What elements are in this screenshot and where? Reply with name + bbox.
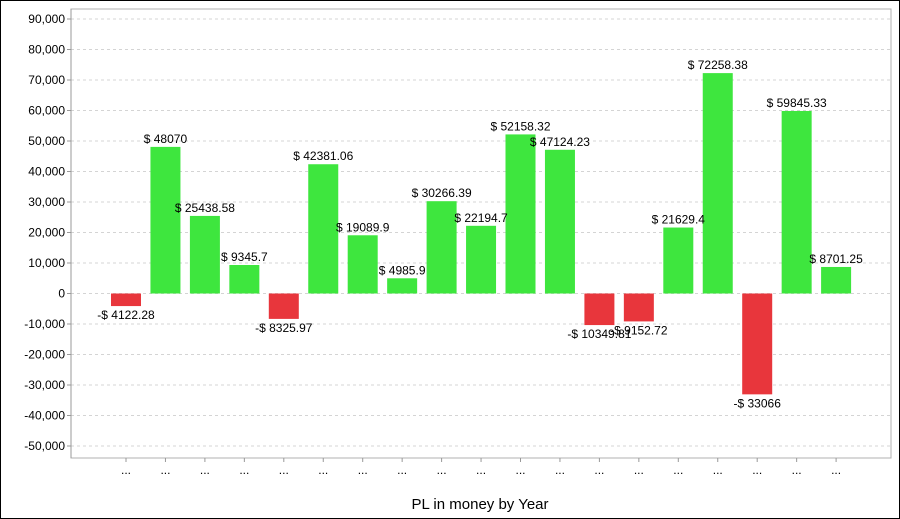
bar xyxy=(229,264,260,294)
y-tick-label: 10,000 xyxy=(28,256,65,270)
y-tick-label: -30,000 xyxy=(24,378,65,392)
data-label: -$ 8325.97 xyxy=(255,321,313,335)
x-tick-label: ... xyxy=(713,463,723,477)
x-tick-label: ... xyxy=(515,463,525,477)
bar xyxy=(268,293,299,319)
x-tick-label: ... xyxy=(239,463,249,477)
y-tick-label: -40,000 xyxy=(24,409,65,423)
y-tick-labels: 90,000 80,000 70,000 60,000 50,000 40,000 30,0… xyxy=(24,12,65,453)
bar xyxy=(308,164,339,294)
x-tick-label: ... xyxy=(831,463,841,477)
x-tick-label: ... xyxy=(594,463,604,477)
bars xyxy=(111,73,852,395)
data-label: $ 30266.39 xyxy=(412,186,472,200)
bar xyxy=(623,293,654,322)
x-tick-label: ... xyxy=(634,463,644,477)
bar xyxy=(111,293,141,307)
bar xyxy=(663,227,694,294)
data-label: $ 8701.25 xyxy=(809,252,863,266)
data-label: $ 48070 xyxy=(144,132,188,146)
x-tick-label: ... xyxy=(160,463,170,477)
y-tick-label: -10,000 xyxy=(24,317,65,331)
data-label: $ 4985.9 xyxy=(379,263,426,277)
data-label: $ 72258.38 xyxy=(688,58,748,72)
data-label: $ 42381.06 xyxy=(293,149,353,163)
x-tick-label: ... xyxy=(200,463,210,477)
bar xyxy=(189,215,220,294)
x-tick-label: ... xyxy=(318,463,328,477)
y-tick-label: -20,000 xyxy=(24,348,65,362)
data-label: -$ 4122.28 xyxy=(97,308,155,322)
x-tick-labels: ........................................… xyxy=(121,463,841,477)
y-tick-label: 60,000 xyxy=(28,104,65,118)
bar xyxy=(466,225,497,294)
y-tick-label: -50,000 xyxy=(24,439,65,453)
bar xyxy=(742,293,773,395)
x-tick-label: ... xyxy=(673,463,683,477)
x-tick-label: ... xyxy=(555,463,565,477)
bar xyxy=(150,146,181,294)
bar xyxy=(781,110,812,294)
y-tick-label: 50,000 xyxy=(28,134,65,148)
data-label: $ 21629.4 xyxy=(652,213,706,227)
x-tick-label: ... xyxy=(792,463,802,477)
x-tick-label: ... xyxy=(752,463,762,477)
bar xyxy=(584,293,615,326)
data-labels: -$ 4122.28 $ 48070 $ 25438.58 $ 9345.7 -$ 83… xyxy=(97,58,863,410)
bar xyxy=(387,278,418,294)
data-label: $ 47124.23 xyxy=(530,135,590,149)
data-label: $ 25438.58 xyxy=(175,201,235,215)
x-tick-label: ... xyxy=(279,463,289,477)
y-tick-label: 70,000 xyxy=(28,73,65,87)
data-label: -$ 9152.72 xyxy=(610,323,668,337)
x-axis-label: PL in money by Year xyxy=(411,496,548,513)
x-tick-label: ... xyxy=(358,463,368,477)
bar xyxy=(505,134,536,294)
y-tick-label: 0 xyxy=(58,287,65,301)
bar xyxy=(426,201,457,294)
bar xyxy=(544,149,575,294)
data-label: $ 22194.7 xyxy=(454,211,508,225)
axes xyxy=(67,8,892,462)
data-label: -$ 10349.81 xyxy=(567,327,631,341)
data-label: $ 52158.32 xyxy=(490,119,550,133)
bar xyxy=(821,266,852,294)
y-tick-label: 20,000 xyxy=(28,226,65,240)
bar xyxy=(702,73,733,294)
x-tick-label: ... xyxy=(476,463,486,477)
data-label: $ 19089.9 xyxy=(336,220,390,234)
x-tick-label: ... xyxy=(437,463,447,477)
y-tick-label: 30,000 xyxy=(28,195,65,209)
y-tick-label: 90,000 xyxy=(28,12,65,26)
x-tick-label: ... xyxy=(397,463,407,477)
data-label: $ 59845.33 xyxy=(767,96,827,110)
data-label: -$ 33066 xyxy=(734,396,782,410)
data-label: $ 9345.7 xyxy=(221,250,268,264)
y-tick-label: 80,000 xyxy=(28,43,65,57)
y-tick-label: 40,000 xyxy=(28,165,65,179)
x-tick-label: ... xyxy=(121,463,131,477)
bar xyxy=(347,235,378,294)
